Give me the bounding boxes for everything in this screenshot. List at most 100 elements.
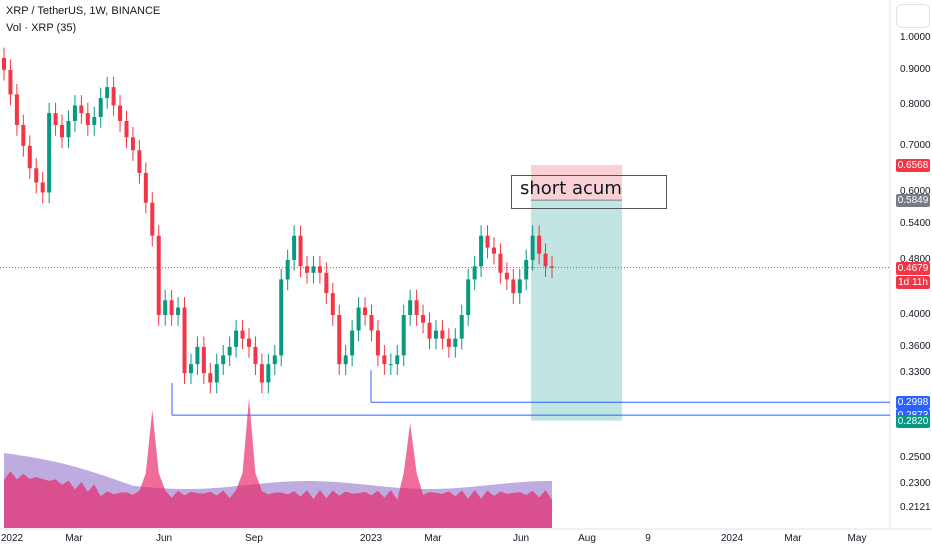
candle[interactable] bbox=[72, 105, 77, 121]
candle[interactable] bbox=[105, 87, 110, 98]
take-profit-zone[interactable] bbox=[531, 200, 622, 421]
candle[interactable] bbox=[259, 364, 264, 383]
candle[interactable] bbox=[298, 235, 303, 267]
candle[interactable] bbox=[375, 330, 380, 356]
candle[interactable] bbox=[279, 279, 284, 356]
candle[interactable] bbox=[395, 355, 400, 365]
x-tick-label: Aug bbox=[578, 533, 596, 544]
candle[interactable] bbox=[524, 259, 529, 280]
candle[interactable] bbox=[498, 253, 503, 273]
candle[interactable] bbox=[369, 315, 374, 331]
candle[interactable] bbox=[227, 346, 232, 356]
candle[interactable] bbox=[421, 315, 426, 323]
candle[interactable] bbox=[40, 182, 45, 193]
candle[interactable] bbox=[124, 120, 129, 138]
candle[interactable] bbox=[337, 315, 342, 365]
candle[interactable] bbox=[182, 307, 187, 374]
candle[interactable] bbox=[188, 364, 193, 374]
candle[interactable] bbox=[305, 266, 310, 273]
candle[interactable] bbox=[130, 137, 135, 151]
y-tick-label: 0.2500 bbox=[900, 452, 931, 463]
candle[interactable] bbox=[388, 364, 393, 366]
candle[interactable] bbox=[201, 346, 206, 374]
candle[interactable] bbox=[472, 266, 477, 280]
candle[interactable] bbox=[382, 355, 387, 365]
candle[interactable] bbox=[427, 322, 432, 339]
candle[interactable] bbox=[537, 235, 542, 254]
candle[interactable] bbox=[453, 338, 458, 347]
candle[interactable] bbox=[517, 279, 522, 294]
candle[interactable] bbox=[214, 364, 219, 383]
candle[interactable] bbox=[292, 235, 297, 260]
candle[interactable] bbox=[85, 113, 90, 125]
candle[interactable] bbox=[253, 346, 258, 365]
candle[interactable] bbox=[511, 279, 516, 294]
candle[interactable] bbox=[150, 202, 155, 236]
candle[interactable] bbox=[446, 338, 451, 347]
candle[interactable] bbox=[234, 330, 239, 347]
candle[interactable] bbox=[163, 300, 168, 316]
candle[interactable] bbox=[491, 247, 496, 254]
candle[interactable] bbox=[21, 124, 26, 146]
candle[interactable] bbox=[221, 355, 226, 365]
candle[interactable] bbox=[176, 307, 181, 316]
candle[interactable] bbox=[363, 307, 368, 316]
annotation-text[interactable]: short acum bbox=[511, 175, 667, 209]
candle[interactable] bbox=[324, 272, 329, 294]
y-tick-label: 0.7000 bbox=[900, 139, 931, 151]
candle[interactable] bbox=[195, 346, 200, 365]
candle[interactable] bbox=[92, 117, 97, 125]
candle[interactable] bbox=[27, 145, 32, 169]
candle[interactable] bbox=[79, 105, 84, 114]
x-tick-label: Jun bbox=[512, 533, 530, 544]
candle[interactable] bbox=[356, 307, 361, 331]
candle[interactable] bbox=[208, 373, 213, 383]
candle[interactable] bbox=[543, 253, 548, 267]
candle[interactable] bbox=[246, 338, 251, 347]
candle[interactable] bbox=[169, 300, 174, 316]
candle[interactable] bbox=[66, 120, 71, 138]
candle[interactable] bbox=[550, 266, 554, 268]
candle[interactable] bbox=[47, 113, 52, 193]
candle[interactable] bbox=[343, 355, 348, 365]
candle[interactable] bbox=[111, 87, 116, 106]
candle[interactable] bbox=[485, 235, 490, 248]
candle[interactable] bbox=[317, 266, 322, 273]
x-tick-label: 2024 bbox=[720, 533, 744, 544]
x-tick-label: Jun bbox=[155, 533, 173, 544]
candle[interactable] bbox=[350, 330, 355, 356]
candle[interactable] bbox=[14, 94, 19, 125]
candle[interactable] bbox=[330, 293, 335, 316]
candle[interactable] bbox=[34, 168, 39, 183]
candle[interactable] bbox=[8, 69, 13, 95]
candle[interactable] bbox=[143, 172, 148, 203]
candle[interactable] bbox=[240, 330, 245, 339]
candle[interactable] bbox=[433, 330, 438, 339]
candle[interactable] bbox=[60, 124, 65, 138]
candle[interactable] bbox=[530, 235, 535, 260]
candle[interactable] bbox=[53, 113, 58, 125]
candle[interactable] bbox=[156, 235, 161, 316]
candle[interactable] bbox=[408, 300, 413, 316]
candle[interactable] bbox=[459, 315, 464, 339]
stop-loss-zone[interactable] bbox=[531, 165, 622, 201]
candle[interactable] bbox=[414, 300, 419, 316]
candle[interactable] bbox=[272, 355, 277, 365]
chart-settings-button[interactable] bbox=[896, 4, 930, 28]
candle[interactable] bbox=[466, 279, 471, 316]
candle[interactable] bbox=[311, 266, 316, 273]
candle[interactable] bbox=[137, 150, 142, 173]
y-tick-label: 0.9000 bbox=[900, 63, 931, 75]
candle[interactable] bbox=[98, 97, 103, 118]
candle[interactable] bbox=[504, 272, 509, 280]
y-tick-label: 0.3600 bbox=[900, 340, 931, 352]
candle[interactable] bbox=[118, 105, 123, 121]
y-tick-label: 0.4000 bbox=[900, 309, 931, 321]
candle[interactable] bbox=[2, 57, 6, 70]
candle[interactable] bbox=[440, 330, 445, 339]
candle[interactable] bbox=[401, 315, 406, 356]
candle[interactable] bbox=[285, 259, 290, 280]
candle[interactable] bbox=[266, 364, 271, 383]
candle[interactable] bbox=[479, 235, 484, 267]
